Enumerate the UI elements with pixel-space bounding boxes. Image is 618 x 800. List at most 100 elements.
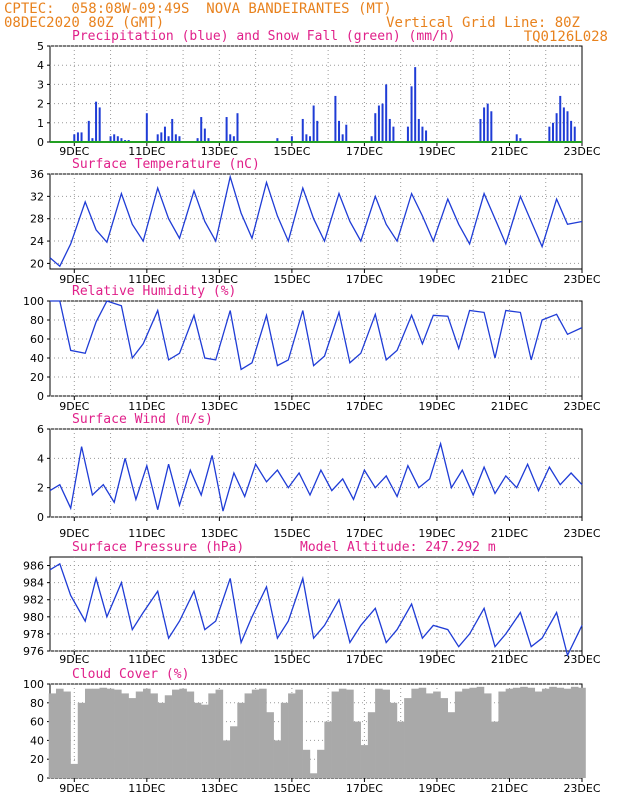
precip-bar <box>232 136 235 142</box>
precip-bar <box>312 105 315 142</box>
panel-title: Surface Wind (m/s) <box>72 412 213 427</box>
precip-bar <box>171 118 174 142</box>
precip-bar <box>417 118 420 142</box>
cloud-bar <box>404 698 412 778</box>
cloud-bar <box>454 691 463 778</box>
cloud-bar <box>288 693 296 778</box>
y-tick-label: 0 <box>37 136 44 149</box>
x-tick-label: 13DEC <box>201 145 238 158</box>
panel-frame <box>49 428 583 518</box>
precip-bar <box>98 107 101 142</box>
precip-bar <box>519 138 522 142</box>
precip-bar <box>109 136 112 142</box>
x-tick-label: 21DEC <box>491 273 528 286</box>
header-model-code: TQ0126L028 <box>523 29 608 45</box>
cloud-bar <box>99 687 108 778</box>
panel-frame <box>49 45 583 143</box>
precip-bar <box>156 134 159 142</box>
x-tick-label: 23DEC <box>563 145 600 158</box>
x-tick-label: 9DEC <box>59 782 89 795</box>
precip-bar <box>562 107 565 142</box>
x-tick-label: 15DEC <box>273 782 310 795</box>
precip-bar <box>276 138 279 142</box>
precip-bar <box>559 95 562 142</box>
y-tick-label: 36 <box>30 168 44 181</box>
panel-annotation: Model Altitude: 247.292 m <box>300 540 496 555</box>
x-tick-label: 23DEC <box>563 782 600 795</box>
cloud-bar <box>266 712 274 778</box>
precip-bar <box>113 134 116 142</box>
x-tick-label: 23DEC <box>563 527 600 540</box>
x-tick-label: 15DEC <box>273 527 310 540</box>
y-tick-label: 20 <box>30 753 44 766</box>
header-line1: CPTEC: 058:08W-09:49S NOVA BANDEIRANTES … <box>4 1 392 17</box>
precip-bar <box>483 107 486 142</box>
cloud-bar <box>556 687 565 778</box>
cloud-bar <box>251 689 260 778</box>
cloud-bar <box>338 688 347 778</box>
x-tick-label: 13DEC <box>201 273 238 286</box>
cloud-bar <box>121 693 129 778</box>
cloud-bar <box>172 689 180 778</box>
cloud-bar <box>331 691 340 778</box>
precip-bar <box>341 134 344 142</box>
panel-title: Cloud Cover (%) <box>72 667 189 682</box>
precip-bar <box>203 128 206 142</box>
precip-bar <box>196 138 199 142</box>
y-tick-label: 978 <box>23 628 44 641</box>
cloud-bar <box>244 693 253 778</box>
cloud-bar <box>360 745 369 778</box>
precip-bar <box>414 67 417 142</box>
precip-bar <box>490 111 493 142</box>
precip-bar <box>555 113 558 142</box>
precip-bar <box>167 136 170 142</box>
x-tick-label: 9DEC <box>59 527 89 540</box>
x-tick-label: 13DEC <box>201 527 238 540</box>
cloud-bar <box>498 691 507 778</box>
cloud-bar <box>541 688 550 778</box>
precip-bar <box>388 118 391 142</box>
cloud-bar <box>309 773 318 778</box>
cloud-bar <box>150 693 158 778</box>
x-tick-label: 21DEC <box>491 400 528 413</box>
y-tick-label: 80 <box>30 314 44 327</box>
x-tick-label: 13DEC <box>201 653 238 666</box>
cloud-bar <box>55 688 64 778</box>
precip-bar <box>145 113 148 142</box>
cloud-bar <box>433 691 441 778</box>
y-tick-label: 1 <box>37 117 44 130</box>
y-tick-label: 20 <box>30 371 44 384</box>
cloud-bar <box>527 687 536 778</box>
precip-bar <box>345 124 348 142</box>
y-tick-label: 80 <box>30 697 44 710</box>
precip-bar <box>91 138 94 142</box>
series-line <box>49 441 583 512</box>
cloud-bar <box>476 686 485 778</box>
cloud-bar <box>48 693 57 778</box>
x-tick-label: 17DEC <box>346 527 383 540</box>
precip-bar <box>163 126 166 142</box>
cloud-bar <box>534 691 543 778</box>
x-tick-label: 19DEC <box>418 273 455 286</box>
x-tick-label: 11DEC <box>128 782 165 795</box>
precip-bar <box>225 117 228 142</box>
x-tick-label: 11DEC <box>128 400 165 413</box>
precip-bar <box>385 84 388 142</box>
x-tick-label: 15DEC <box>273 653 310 666</box>
y-tick-label: 4 <box>37 452 44 465</box>
y-tick-label: 3 <box>37 78 44 91</box>
cloud-bar <box>346 689 354 778</box>
cloud-bar <box>186 691 195 778</box>
cloud-bar <box>63 691 71 778</box>
y-tick-label: 100 <box>23 678 44 691</box>
precip-bar <box>309 136 312 142</box>
cloud-bar <box>469 687 478 778</box>
cloud-bar <box>273 740 282 778</box>
cloud-bar <box>440 698 448 778</box>
y-tick-label: 0 <box>37 390 44 403</box>
x-tick-label: 9DEC <box>59 400 89 413</box>
x-tick-label: 9DEC <box>59 273 89 286</box>
cloud-bar <box>128 698 137 778</box>
x-tick-label: 21DEC <box>491 145 528 158</box>
